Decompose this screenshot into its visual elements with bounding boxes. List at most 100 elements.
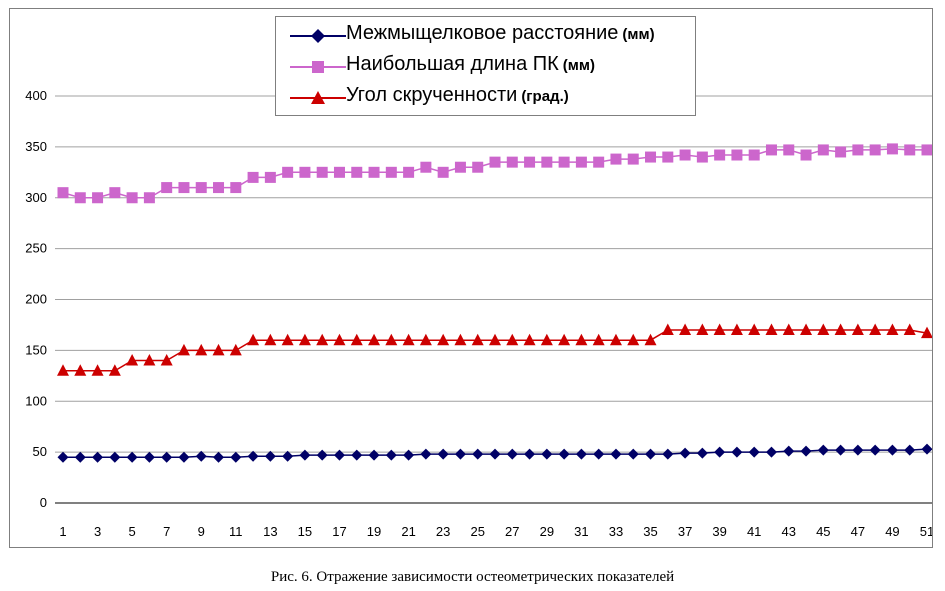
x-tick-label: 51 — [920, 524, 932, 539]
data-point-triangle — [869, 323, 882, 336]
data-point-square — [662, 151, 674, 163]
legend-item-series-1: Межмыщелковое расстояние (мм) — [276, 20, 695, 50]
x-tick-label: 7 — [163, 524, 170, 539]
data-point-square — [264, 171, 276, 183]
data-point-diamond — [230, 451, 242, 463]
series-line-2 — [62, 148, 927, 199]
data-point-diamond — [593, 448, 605, 460]
data-point-diamond — [541, 448, 553, 460]
data-point-diamond — [869, 444, 881, 456]
x-tick-label: 37 — [678, 524, 692, 539]
data-point-diamond — [316, 449, 328, 461]
data-point-triangle — [57, 364, 69, 376]
data-point-diamond — [351, 449, 363, 461]
data-point-triangle — [921, 326, 932, 339]
x-tick-label: 33 — [609, 524, 623, 539]
legend-item-series-3: Угол скрученности (град.) — [276, 82, 695, 112]
data-point-square — [247, 171, 259, 183]
data-point-square — [921, 144, 932, 156]
data-point-triangle — [160, 354, 173, 366]
data-point-diamond — [506, 448, 518, 460]
data-point-triangle — [817, 323, 830, 336]
data-point-triangle — [126, 354, 139, 366]
data-point-triangle — [471, 333, 484, 346]
data-point-triangle — [333, 333, 346, 346]
data-point-triangle — [264, 333, 277, 346]
data-point-triangle — [177, 343, 190, 356]
data-point-diamond — [904, 444, 916, 456]
data-point-triangle — [903, 323, 916, 336]
data-point-square — [852, 144, 864, 156]
data-point-diamond — [213, 451, 225, 463]
data-point-triangle — [454, 333, 467, 346]
data-point-square — [558, 156, 570, 168]
data-point-triangle — [558, 333, 571, 346]
data-point-square — [783, 144, 795, 156]
data-point-diamond — [178, 451, 190, 463]
data-point-triangle — [437, 333, 450, 346]
x-tick-label: 45 — [816, 524, 830, 539]
data-point-square — [143, 192, 155, 204]
legend-item-series-2: Наибольшая длина ПК (мм) — [276, 51, 695, 81]
data-point-triangle — [851, 323, 864, 336]
data-point-triangle — [350, 333, 363, 346]
data-point-diamond — [696, 447, 708, 459]
data-point-square — [593, 156, 605, 168]
data-point-square — [869, 144, 881, 156]
data-point-diamond — [247, 450, 259, 462]
data-point-square — [74, 192, 86, 204]
data-point-triangle — [212, 343, 225, 356]
data-point-square — [213, 182, 225, 194]
data-point-triangle — [627, 333, 640, 346]
data-point-triangle — [782, 323, 795, 336]
data-point-square — [403, 166, 415, 178]
data-point-triangle — [91, 364, 104, 376]
data-point-triangle — [661, 323, 674, 336]
legend-marker-triangle-icon — [290, 91, 346, 104]
data-point-diamond — [57, 451, 69, 463]
data-point-diamond — [835, 444, 847, 456]
data-point-square — [524, 156, 536, 168]
data-point-triangle — [592, 333, 605, 346]
data-point-triangle — [368, 333, 381, 346]
data-point-diamond — [817, 444, 829, 456]
data-point-diamond — [489, 448, 501, 460]
x-tick-label: 19 — [367, 524, 381, 539]
data-point-triangle — [247, 333, 260, 346]
data-point-square — [333, 166, 345, 178]
data-point-diamond — [403, 449, 415, 461]
x-tick-label: 39 — [712, 524, 726, 539]
y-tick-label: 0 — [40, 495, 47, 510]
data-point-diamond — [679, 447, 691, 459]
data-point-diamond — [783, 445, 795, 457]
x-tick-label: 47 — [851, 524, 865, 539]
data-point-diamond — [524, 448, 536, 460]
data-point-square — [472, 161, 484, 173]
data-point-square — [835, 146, 847, 158]
data-point-square — [506, 156, 518, 168]
data-point-triangle — [609, 333, 622, 346]
data-point-diamond — [748, 446, 760, 458]
x-tick-label: 25 — [470, 524, 484, 539]
data-point-triangle — [679, 323, 692, 336]
y-tick-label: 100 — [25, 393, 47, 408]
data-point-diamond — [731, 446, 743, 458]
data-point-diamond — [333, 449, 345, 461]
data-point-diamond — [714, 446, 726, 458]
x-tick-label: 5 — [129, 524, 136, 539]
data-point-diamond — [472, 448, 484, 460]
x-tick-label: 43 — [782, 524, 796, 539]
data-point-diamond — [161, 451, 173, 463]
data-point-square — [575, 156, 587, 168]
data-point-triangle — [385, 333, 398, 346]
data-point-square — [800, 149, 812, 161]
data-point-square — [109, 187, 121, 199]
data-point-triangle — [298, 333, 311, 346]
data-point-diamond — [765, 446, 777, 458]
data-point-triangle — [523, 333, 536, 346]
y-tick-label: 300 — [25, 190, 47, 205]
data-point-square — [230, 182, 242, 194]
data-point-diamond — [610, 448, 622, 460]
data-point-diamond — [627, 448, 639, 460]
